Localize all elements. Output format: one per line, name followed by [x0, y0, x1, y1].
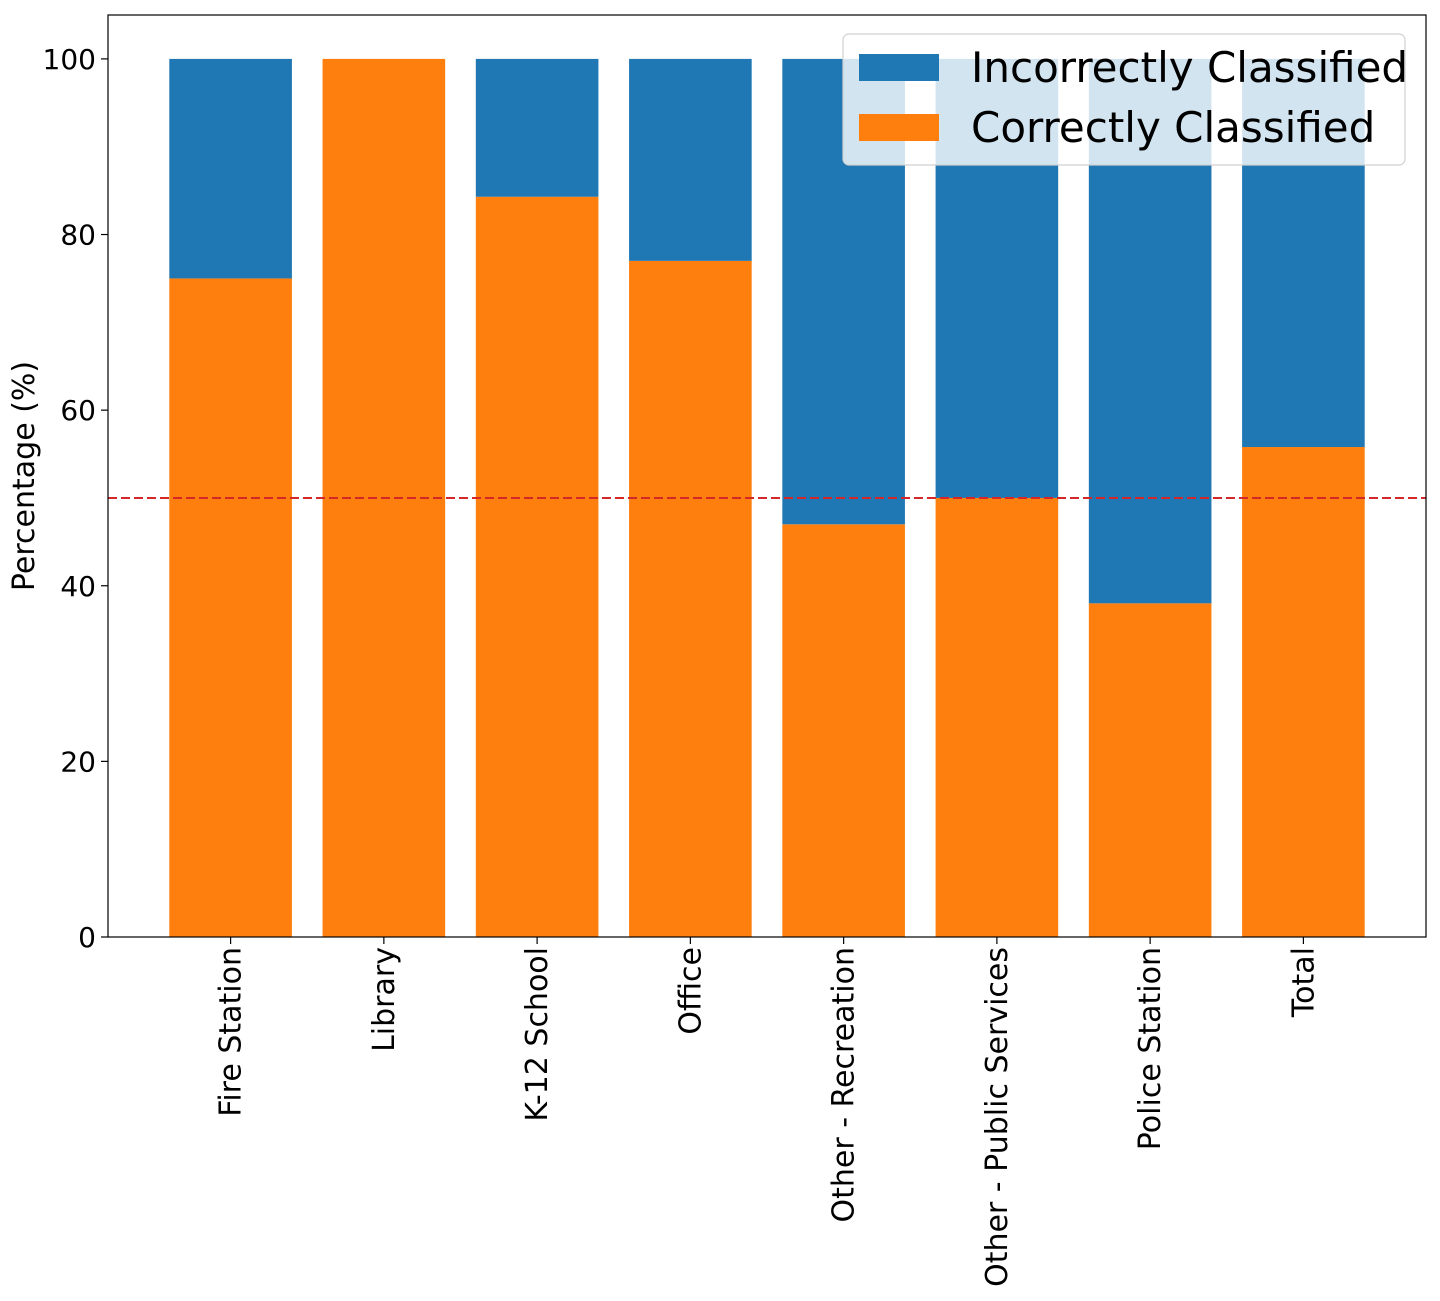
x-tick-label: Other - Public Services — [980, 947, 1015, 1287]
bar-correct-6 — [1088, 603, 1212, 937]
bar-correct-5 — [935, 497, 1059, 937]
bar-correct-7 — [1242, 447, 1365, 937]
legend-label: Correctly Classified — [971, 103, 1375, 152]
x-tick-label: Police Station — [1133, 947, 1168, 1150]
x-tick-label: Library — [367, 947, 402, 1052]
bar-incorrect-0 — [169, 58, 292, 279]
legend-swatch — [859, 114, 939, 141]
x-axis: Fire Station Library K-12 School Office Othe… — [214, 937, 1321, 1287]
x-tick-label: Fire Station — [214, 947, 249, 1117]
plot-frame — [107, 14, 1427, 938]
x-tick-label: Other - Recreation — [827, 947, 862, 1223]
y-tick-label: 80 — [60, 219, 96, 252]
bars-layer — [169, 58, 1365, 937]
x-tick-label: K-12 School — [520, 947, 555, 1122]
legend-box — [842, 33, 1406, 166]
y-axis-label: Percentage (%) — [7, 361, 42, 591]
x-tick-label: Total — [1286, 947, 1321, 1018]
bar-incorrect-3 — [629, 58, 752, 261]
bar-correct-4 — [782, 524, 905, 937]
legend: Incorrectly Classified Correctly Classifi… — [842, 33, 1408, 166]
legend-label: Incorrectly Classified — [971, 43, 1408, 92]
y-tick-label: 40 — [60, 570, 96, 603]
y-tick-label: 100 — [43, 43, 96, 76]
bar-correct-0 — [169, 278, 292, 937]
y-tick-label: 0 — [78, 921, 96, 954]
y-axis: 0 20 40 60 80 100 — [43, 43, 108, 954]
bar-correct-2 — [475, 196, 599, 937]
y-tick-label: 60 — [60, 394, 96, 427]
bar-incorrect-2 — [475, 58, 599, 197]
bar-correct-3 — [629, 260, 752, 937]
x-tick-label: Office — [673, 947, 708, 1035]
y-tick-label: 20 — [60, 745, 96, 778]
legend-swatch — [859, 54, 939, 81]
